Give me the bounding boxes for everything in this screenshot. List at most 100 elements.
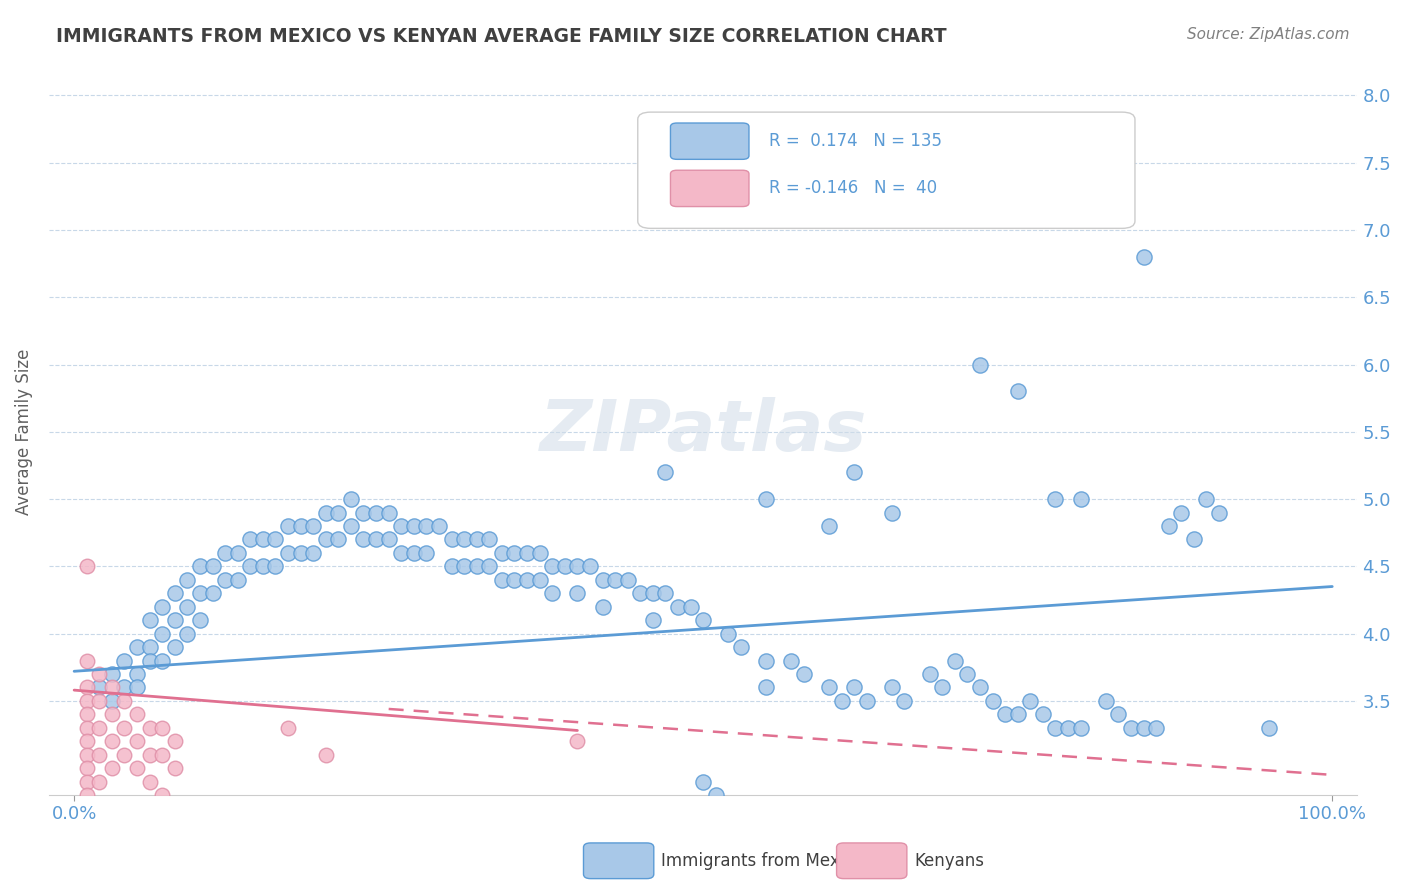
Point bbox=[516, 546, 538, 560]
Point bbox=[478, 559, 501, 574]
Point bbox=[603, 573, 626, 587]
Point bbox=[252, 559, 274, 574]
Point bbox=[226, 546, 249, 560]
Point bbox=[755, 491, 778, 506]
FancyBboxPatch shape bbox=[638, 112, 1135, 228]
Point bbox=[114, 721, 136, 735]
Point bbox=[704, 788, 727, 802]
Point bbox=[188, 586, 211, 600]
Point bbox=[163, 613, 186, 627]
Point bbox=[101, 734, 124, 748]
Point bbox=[264, 559, 287, 574]
Point bbox=[176, 626, 198, 640]
Point bbox=[101, 761, 124, 775]
Point bbox=[138, 653, 160, 667]
Point bbox=[125, 640, 148, 654]
Point bbox=[201, 559, 224, 574]
Point bbox=[692, 774, 714, 789]
Point bbox=[516, 573, 538, 587]
Point bbox=[389, 519, 412, 533]
Point bbox=[1107, 707, 1129, 722]
Point bbox=[427, 519, 450, 533]
Point bbox=[138, 613, 160, 627]
Point bbox=[893, 694, 915, 708]
Point bbox=[465, 559, 488, 574]
Point bbox=[1170, 506, 1192, 520]
Point bbox=[101, 707, 124, 722]
Point bbox=[76, 681, 98, 695]
Point bbox=[831, 694, 853, 708]
Point bbox=[76, 559, 98, 574]
Point bbox=[163, 761, 186, 775]
Point bbox=[114, 747, 136, 762]
Point bbox=[76, 761, 98, 775]
Point bbox=[1132, 250, 1154, 264]
Point bbox=[641, 613, 664, 627]
Point bbox=[453, 559, 475, 574]
Point bbox=[592, 573, 614, 587]
Point bbox=[541, 559, 564, 574]
Point bbox=[89, 694, 111, 708]
Point bbox=[76, 734, 98, 748]
Point bbox=[89, 721, 111, 735]
Point bbox=[89, 774, 111, 789]
Point bbox=[1157, 519, 1180, 533]
Point bbox=[328, 506, 350, 520]
Point bbox=[1182, 533, 1205, 547]
Text: ZIPatlas: ZIPatlas bbox=[540, 397, 868, 467]
Point bbox=[943, 653, 966, 667]
Point bbox=[101, 667, 124, 681]
Point bbox=[114, 829, 136, 843]
Point bbox=[290, 519, 312, 533]
Text: Immigrants from Mexico: Immigrants from Mexico bbox=[661, 852, 863, 870]
Point bbox=[138, 721, 160, 735]
Point bbox=[89, 801, 111, 815]
Point bbox=[554, 559, 576, 574]
Point bbox=[692, 613, 714, 627]
Point bbox=[76, 747, 98, 762]
FancyBboxPatch shape bbox=[671, 170, 749, 207]
Point bbox=[453, 533, 475, 547]
Point bbox=[931, 681, 953, 695]
Point bbox=[188, 559, 211, 574]
Point bbox=[340, 519, 363, 533]
Point bbox=[76, 707, 98, 722]
Point bbox=[654, 465, 676, 479]
Point bbox=[389, 546, 412, 560]
Point bbox=[150, 721, 173, 735]
Point bbox=[89, 747, 111, 762]
Point bbox=[125, 681, 148, 695]
Point bbox=[239, 559, 262, 574]
Point bbox=[844, 681, 866, 695]
Point bbox=[415, 519, 437, 533]
Point bbox=[1007, 384, 1029, 399]
Point bbox=[567, 586, 589, 600]
Point bbox=[567, 734, 589, 748]
Point bbox=[76, 653, 98, 667]
Point bbox=[1132, 721, 1154, 735]
Point bbox=[491, 573, 513, 587]
Point bbox=[567, 559, 589, 574]
FancyBboxPatch shape bbox=[671, 123, 749, 160]
Point bbox=[201, 586, 224, 600]
Point bbox=[138, 640, 160, 654]
Point bbox=[844, 465, 866, 479]
Point bbox=[89, 681, 111, 695]
Point bbox=[793, 667, 815, 681]
Point bbox=[277, 546, 299, 560]
Point bbox=[880, 681, 903, 695]
Point bbox=[277, 721, 299, 735]
Point bbox=[114, 694, 136, 708]
Point bbox=[1094, 694, 1116, 708]
Point bbox=[503, 546, 526, 560]
Point bbox=[1208, 506, 1230, 520]
Point bbox=[114, 653, 136, 667]
Point bbox=[125, 707, 148, 722]
Point bbox=[188, 613, 211, 627]
Point bbox=[214, 546, 236, 560]
Point bbox=[101, 814, 124, 829]
Point bbox=[402, 546, 425, 560]
Point bbox=[880, 506, 903, 520]
Point bbox=[818, 681, 841, 695]
Point bbox=[1070, 721, 1092, 735]
